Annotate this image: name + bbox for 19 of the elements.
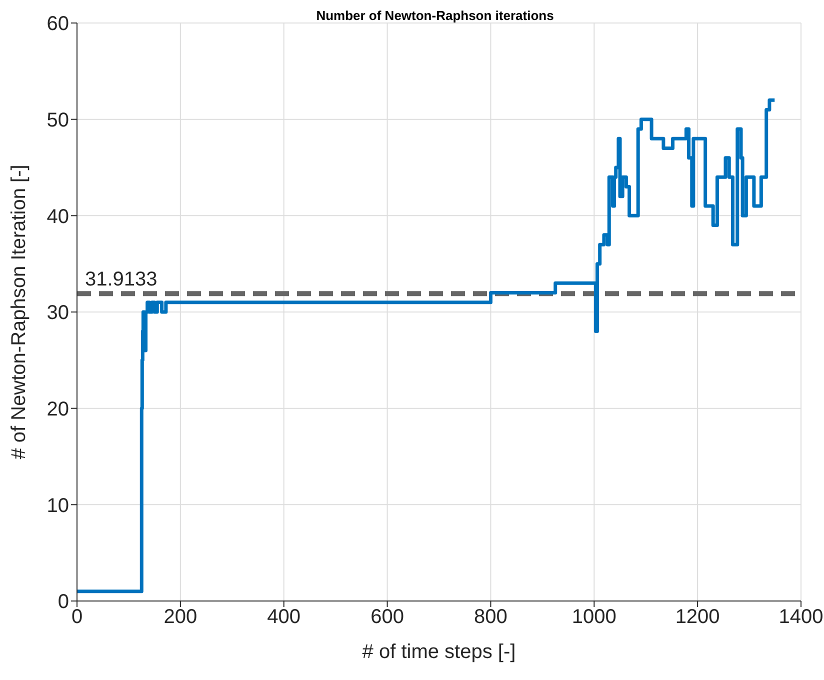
x-axis-title: # of time steps [-] [362,641,516,663]
y-tick-label: 0 [58,591,69,614]
y-tick-label: 30 [46,302,69,324]
y-tick-label: 20 [46,398,69,420]
x-tick-label: 600 [370,606,404,628]
x-tick-label: 0 [71,606,83,628]
x-tick-label: 400 [267,606,301,628]
x-tick-label: 1000 [572,606,616,628]
x-tick-label: 1400 [778,606,824,628]
y-axis-title: # of Newton-Raphson Iteration [-] [8,164,30,460]
y-tick-label: 40 [46,206,69,228]
ref-line-label: 31.9133 [85,268,158,291]
chart-title: Number of Newton-Raphson iterations [315,8,555,23]
y-tick-label: 60 [46,13,69,36]
x-tick-label: 1200 [675,606,720,628]
y-tick-label: 10 [46,494,69,517]
x-tick-label: 200 [164,606,198,628]
y-tick-label: 50 [46,109,69,132]
x-tick-label: 800 [474,606,508,628]
